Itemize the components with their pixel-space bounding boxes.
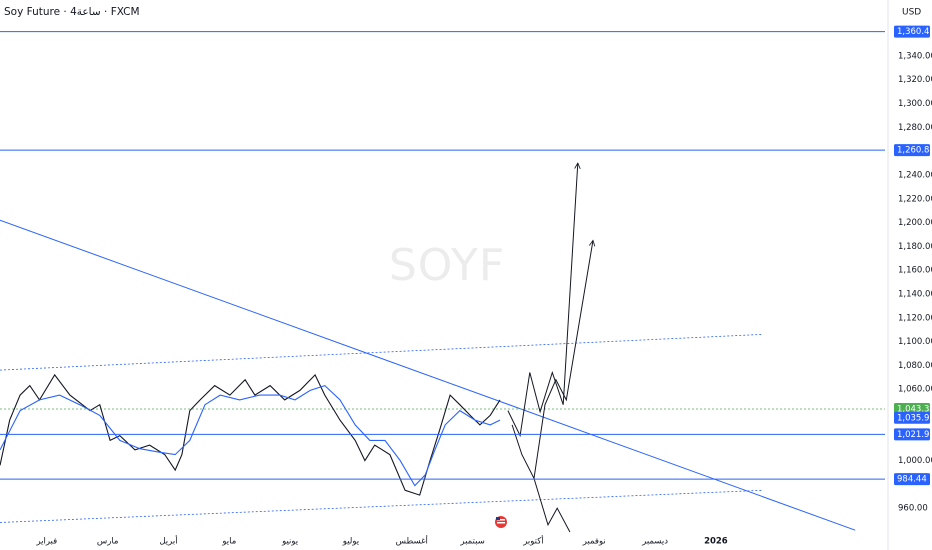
price-label: 1,360.47 [897, 27, 932, 37]
price-label: 1,021.99 [897, 430, 932, 440]
x-tick-label: سبتمبر [459, 537, 484, 547]
drawing [507, 163, 578, 438]
watermark: SOYF [389, 240, 505, 291]
x-tick-label: مارس [97, 537, 119, 547]
price-label: 984.44 [897, 475, 927, 485]
price-label-box [894, 25, 930, 38]
price-label: 1,043.37 [897, 404, 932, 414]
price-label-box [894, 473, 930, 486]
x-tick-label: فبراير [35, 537, 57, 547]
y-tick-label: 1,340.00 [898, 51, 932, 61]
y-tick-label: 1,320.00 [898, 75, 932, 85]
x-tick-label: أغسطس [396, 535, 428, 547]
price-label-box [894, 144, 930, 157]
y-tick-label: 1,140.00 [898, 289, 932, 299]
y-tick-label: 1,060.00 [898, 385, 932, 395]
y-tick-label: 1,280.00 [898, 123, 932, 133]
x-tick-label: 2026 [704, 537, 728, 547]
y-tick-label: 1,200.00 [898, 218, 932, 228]
y-tick-label: 1,120.00 [898, 313, 932, 323]
y-tick-label: 1,080.00 [898, 361, 932, 371]
x-tick-label: يوليو [342, 537, 360, 547]
x-tick-label: مايو [221, 537, 236, 547]
y-tick-label: 1,000.00 [898, 456, 932, 466]
price-label-box [894, 411, 930, 424]
price-label: 1,260.84 [897, 146, 932, 156]
y-tick-label: 1,160.00 [898, 266, 932, 276]
y-tick-label: 1,180.00 [898, 242, 932, 252]
drawing [0, 489, 763, 523]
price-line [0, 384, 501, 487]
drawing [0, 334, 763, 371]
y-tick-label: 1,220.00 [898, 194, 932, 204]
drawing [511, 240, 593, 481]
y-tick-label: 960.00 [898, 504, 928, 514]
price-label: 1,035.97 [897, 413, 932, 423]
flag-icon [495, 516, 507, 528]
drawing [533, 478, 571, 533]
y-tick-label: 1,100.00 [898, 337, 932, 347]
drawing [0, 219, 856, 531]
price-label-box [894, 428, 930, 441]
chart-title: Soy Future · 4ساعة · FXCM [4, 6, 140, 18]
currency: USD [902, 8, 921, 18]
y-tick-label: 1,300.00 [898, 99, 932, 109]
x-tick-label: نوفمبر [582, 537, 606, 547]
x-tick-label: أكتوبر [522, 535, 543, 547]
x-tick-label: ديسمبر [641, 537, 668, 547]
y-tick-label: 1,240.00 [898, 170, 932, 180]
x-tick-label: أبريل [159, 535, 177, 547]
x-tick-label: يونيو [281, 537, 299, 547]
